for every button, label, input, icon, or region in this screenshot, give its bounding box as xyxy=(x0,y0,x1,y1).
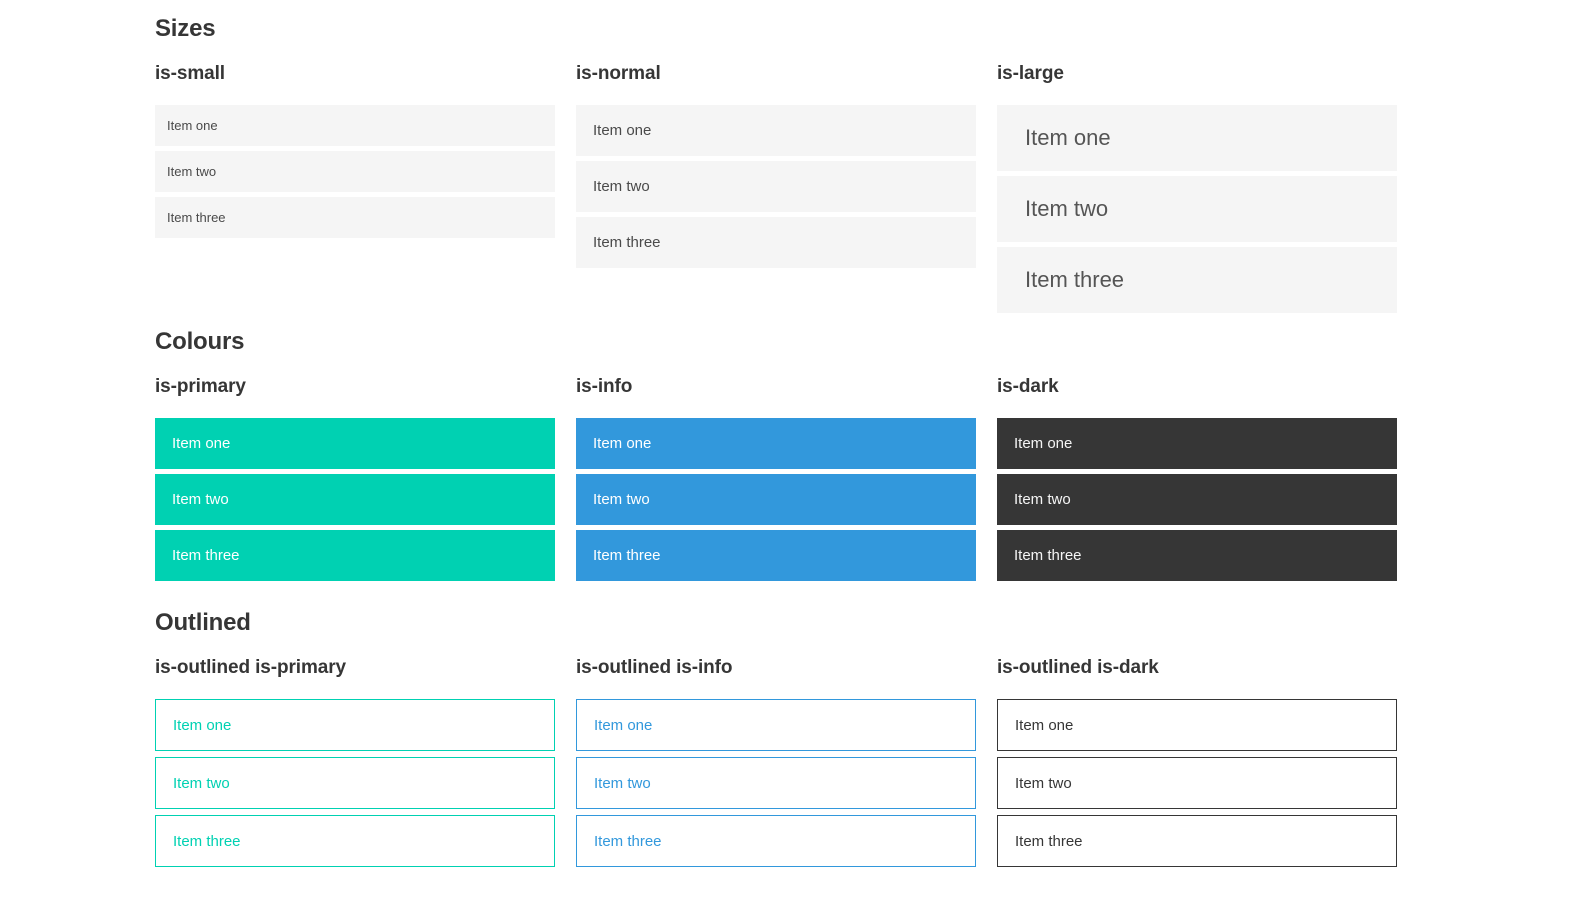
list-item[interactable]: Item two xyxy=(576,474,976,525)
list-item[interactable]: Item one xyxy=(997,105,1397,171)
list-item[interactable]: Item two xyxy=(997,757,1397,809)
outlined-columns: is-outlined is-primary Item one Item two… xyxy=(155,656,1595,867)
section-title-colours: Colours xyxy=(155,328,245,355)
list-item[interactable]: Item one xyxy=(576,105,976,156)
list-large: Item one Item two Item three xyxy=(997,105,1397,313)
list-item[interactable]: Item one xyxy=(155,418,555,469)
list-item[interactable]: Item three xyxy=(997,815,1397,867)
section-title-outlined: Outlined xyxy=(155,609,251,636)
column-label-is-small: is-small xyxy=(155,63,225,84)
list-item[interactable]: Item three xyxy=(997,247,1397,313)
list-normal: Item one Item two Item three xyxy=(576,105,976,268)
sizes-columns: is-small Item one Item two Item three is… xyxy=(155,62,1595,313)
column-label-is-outlined-is-info: is-outlined is-info xyxy=(576,657,733,678)
list-item[interactable]: Item two xyxy=(997,474,1397,525)
list-item[interactable]: Item two xyxy=(997,176,1397,242)
list-item[interactable]: Item two xyxy=(576,757,976,809)
list-item[interactable]: Item one xyxy=(997,699,1397,751)
column-is-info: is-info Item one Item two Item three xyxy=(576,375,976,581)
list-item[interactable]: Item one xyxy=(155,699,555,751)
list-item[interactable]: Item three xyxy=(155,815,555,867)
list-item[interactable]: Item three xyxy=(155,530,555,581)
column-label-is-outlined-is-primary: is-outlined is-primary xyxy=(155,657,347,678)
column-label-is-outlined-is-dark: is-outlined is-dark xyxy=(997,657,1159,678)
column-label-is-large: is-large xyxy=(997,63,1064,84)
column-is-normal: is-normal Item one Item two Item three xyxy=(576,62,976,313)
list-item[interactable]: Item two xyxy=(576,161,976,212)
section-sizes: Sizes is-small Item one Item two Item th… xyxy=(155,14,1595,313)
list-item[interactable]: Item three xyxy=(155,197,555,238)
component-demo-page: Sizes is-small Item one Item two Item th… xyxy=(155,14,1595,867)
list-item[interactable]: Item one xyxy=(155,105,555,146)
column-is-primary: is-primary Item one Item two Item three xyxy=(155,375,555,581)
column-label-is-primary: is-primary xyxy=(155,376,246,397)
list-outlined-primary: Item one Item two Item three xyxy=(155,699,555,867)
column-is-large: is-large Item one Item two Item three xyxy=(997,62,1397,313)
column-label-is-normal: is-normal xyxy=(576,63,661,84)
list-small: Item one Item two Item three xyxy=(155,105,555,238)
section-colours: Colours is-primary Item one Item two Ite… xyxy=(155,327,1595,581)
column-is-outlined-is-info: is-outlined is-info Item one Item two It… xyxy=(576,656,976,867)
list-item[interactable]: Item two xyxy=(155,474,555,525)
list-item[interactable]: Item one xyxy=(576,418,976,469)
list-item[interactable]: Item one xyxy=(576,699,976,751)
colours-columns: is-primary Item one Item two Item three … xyxy=(155,375,1595,581)
column-is-small: is-small Item one Item two Item three xyxy=(155,62,555,313)
list-item[interactable]: Item three xyxy=(576,815,976,867)
list-info: Item one Item two Item three xyxy=(576,418,976,581)
column-is-outlined-is-dark: is-outlined is-dark Item one Item two It… xyxy=(997,656,1397,867)
list-outlined-dark: Item one Item two Item three xyxy=(997,699,1397,867)
column-is-dark: is-dark Item one Item two Item three xyxy=(997,375,1397,581)
section-outlined: Outlined is-outlined is-primary Item one… xyxy=(155,608,1595,867)
column-label-is-info: is-info xyxy=(576,376,633,397)
list-item[interactable]: Item two xyxy=(155,757,555,809)
list-item[interactable]: Item three xyxy=(576,530,976,581)
column-label-is-dark: is-dark xyxy=(997,376,1059,397)
list-item[interactable]: Item one xyxy=(997,418,1397,469)
list-outlined-info: Item one Item two Item three xyxy=(576,699,976,867)
column-is-outlined-is-primary: is-outlined is-primary Item one Item two… xyxy=(155,656,555,867)
list-dark: Item one Item two Item three xyxy=(997,418,1397,581)
list-item[interactable]: Item three xyxy=(576,217,976,268)
list-primary: Item one Item two Item three xyxy=(155,418,555,581)
list-item[interactable]: Item three xyxy=(997,530,1397,581)
list-item[interactable]: Item two xyxy=(155,151,555,192)
section-title-sizes: Sizes xyxy=(155,15,216,42)
